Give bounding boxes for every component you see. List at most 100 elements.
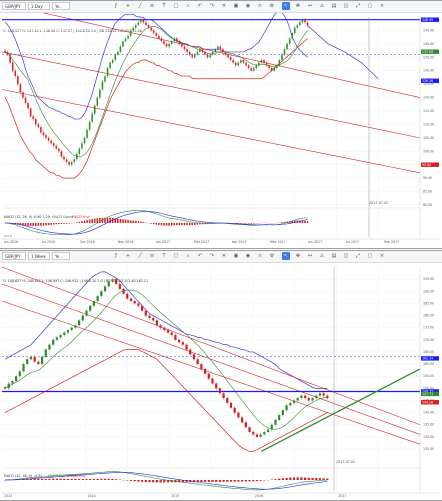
- year-label: 2016: [4, 234, 12, 238]
- time-tick-label: Jul 2016: [41, 240, 55, 244]
- macd-bar: [63, 479, 65, 480]
- add-indicator-icon[interactable]: ƒ: [112, 2, 120, 10]
- undo-icon[interactable]: ↶: [196, 252, 204, 260]
- snapshot-icon[interactable]: ◫: [342, 252, 350, 260]
- macd-bar: [300, 477, 302, 480]
- close-icon[interactable]: ×: [378, 252, 386, 260]
- candle-body: [263, 60, 265, 63]
- chart-type-select[interactable]: Ye..: [52, 252, 70, 260]
- draw-line-icon[interactable]: ╱: [136, 252, 144, 260]
- fib-icon[interactable]: ≡: [148, 2, 156, 10]
- price-tick-label: 80.00: [423, 203, 432, 207]
- settings-icon[interactable]: ⚙: [268, 252, 276, 260]
- candle-body: [256, 434, 258, 436]
- candle-body: [211, 379, 213, 384]
- template-icon[interactable]: ▤: [330, 2, 338, 10]
- magnet-icon[interactable]: ∩: [256, 252, 264, 260]
- daily-chart[interactable]: O: 148.527 H: 147.44 L: 146.96 C: 147.07…: [0, 13, 442, 247]
- redo-icon[interactable]: ↷: [208, 2, 216, 10]
- draw-line-icon[interactable]: ╱: [136, 2, 144, 10]
- candle-body: [97, 296, 99, 301]
- weekly-chart[interactable]: O: 148.627 H: 148.327 L: 146.897 C: 146.…: [0, 263, 442, 499]
- maximize-icon[interactable]: ▢: [366, 2, 374, 10]
- macd-bar: [134, 480, 136, 481]
- lock-icon[interactable]: ▣: [232, 252, 240, 260]
- candle-body: [94, 106, 96, 114]
- candle-body: [182, 342, 184, 344]
- chart-type-select[interactable]: Ye..: [52, 2, 70, 10]
- candle-body: [59, 335, 61, 337]
- candles: [4, 18, 308, 166]
- macd-bar: [176, 223, 178, 225]
- shape-icon[interactable]: □: [172, 2, 180, 10]
- eye-icon[interactable]: ◉: [244, 2, 252, 10]
- cursor-icon[interactable]: ↖: [282, 252, 290, 260]
- symbol-select[interactable]: GBP/JPY: [2, 252, 26, 260]
- macd-label: MACD (12, 26, 9): [4, 215, 32, 219]
- template-icon[interactable]: ▤: [330, 252, 338, 260]
- pan-icon[interactable]: ✥: [294, 252, 302, 260]
- symbol-select[interactable]: GBP/JPY: [2, 2, 26, 10]
- candle-body: [22, 364, 24, 371]
- zoom-icon[interactable]: ⌕: [184, 252, 192, 260]
- macd-bar: [168, 223, 170, 226]
- price-tick-label: 160.00: [423, 362, 434, 366]
- macd-bar: [94, 219, 96, 223]
- maximize-icon[interactable]: ▢: [366, 252, 374, 260]
- trash-icon[interactable]: ✕: [220, 252, 228, 260]
- alert-icon[interactable]: ⚠: [318, 2, 326, 10]
- fib-icon[interactable]: ≡: [148, 252, 156, 260]
- text-icon[interactable]: T: [160, 252, 168, 260]
- undo-icon[interactable]: ↶: [196, 2, 204, 10]
- time-tick-label: Jan 2017: [155, 240, 170, 244]
- price-badge-label: 148.99: [422, 18, 433, 22]
- candle-body: [209, 55, 211, 58]
- lock-icon[interactable]: ▣: [232, 2, 240, 10]
- timeframe-select[interactable]: 1 Day: [28, 2, 50, 10]
- measure-icon[interactable]: ↔: [306, 2, 314, 10]
- macd-bar: [50, 223, 52, 225]
- candle-body: [212, 52, 214, 55]
- fullscreen-icon[interactable]: ⤢: [354, 2, 362, 10]
- price-tick-label: 145.00: [423, 28, 434, 32]
- candle-body: [204, 52, 206, 55]
- macd-bar: [293, 477, 295, 480]
- candle-body: [222, 393, 224, 398]
- candle-body: [311, 398, 313, 400]
- settings-icon[interactable]: ⚙: [268, 2, 276, 10]
- candle-body: [222, 49, 224, 52]
- cursor-icon[interactable]: ↖: [282, 2, 290, 10]
- candle-body: [67, 330, 69, 332]
- macd-bar: [45, 223, 47, 225]
- candle-body: [186, 49, 188, 52]
- trash-icon[interactable]: ✕: [220, 2, 228, 10]
- magnet-icon[interactable]: ∩: [256, 2, 264, 10]
- fullscreen-icon[interactable]: ⤢: [354, 252, 362, 260]
- candle-body: [158, 36, 160, 39]
- redo-icon[interactable]: ↷: [208, 252, 216, 260]
- macd-bar: [30, 223, 32, 226]
- alert-icon[interactable]: ⚠: [318, 252, 326, 260]
- candle-body: [107, 68, 109, 76]
- eye-icon[interactable]: ◉: [244, 252, 252, 260]
- measure-icon[interactable]: ↔: [306, 252, 314, 260]
- text-icon[interactable]: T: [160, 2, 168, 10]
- pan-icon[interactable]: ✥: [294, 2, 302, 10]
- macd-bar: [117, 219, 119, 223]
- snapshot-icon[interactable]: ◫: [342, 2, 350, 10]
- crosshair-icon[interactable]: +: [124, 2, 132, 10]
- candle-body: [45, 350, 47, 357]
- close-icon[interactable]: ×: [378, 2, 386, 10]
- zoom-icon[interactable]: ⌕: [184, 2, 192, 10]
- timeframe-select[interactable]: 1 Week: [28, 252, 50, 260]
- add-indicator-icon[interactable]: ƒ: [112, 252, 120, 260]
- candle-body: [148, 25, 150, 28]
- candle-body: [7, 52, 9, 55]
- macd-bar: [311, 478, 313, 480]
- crosshair-icon[interactable]: +: [124, 252, 132, 260]
- macd-bar: [215, 480, 217, 482]
- macd-bar: [308, 478, 310, 480]
- candle-body: [289, 38, 291, 43]
- shape-icon[interactable]: □: [172, 252, 180, 260]
